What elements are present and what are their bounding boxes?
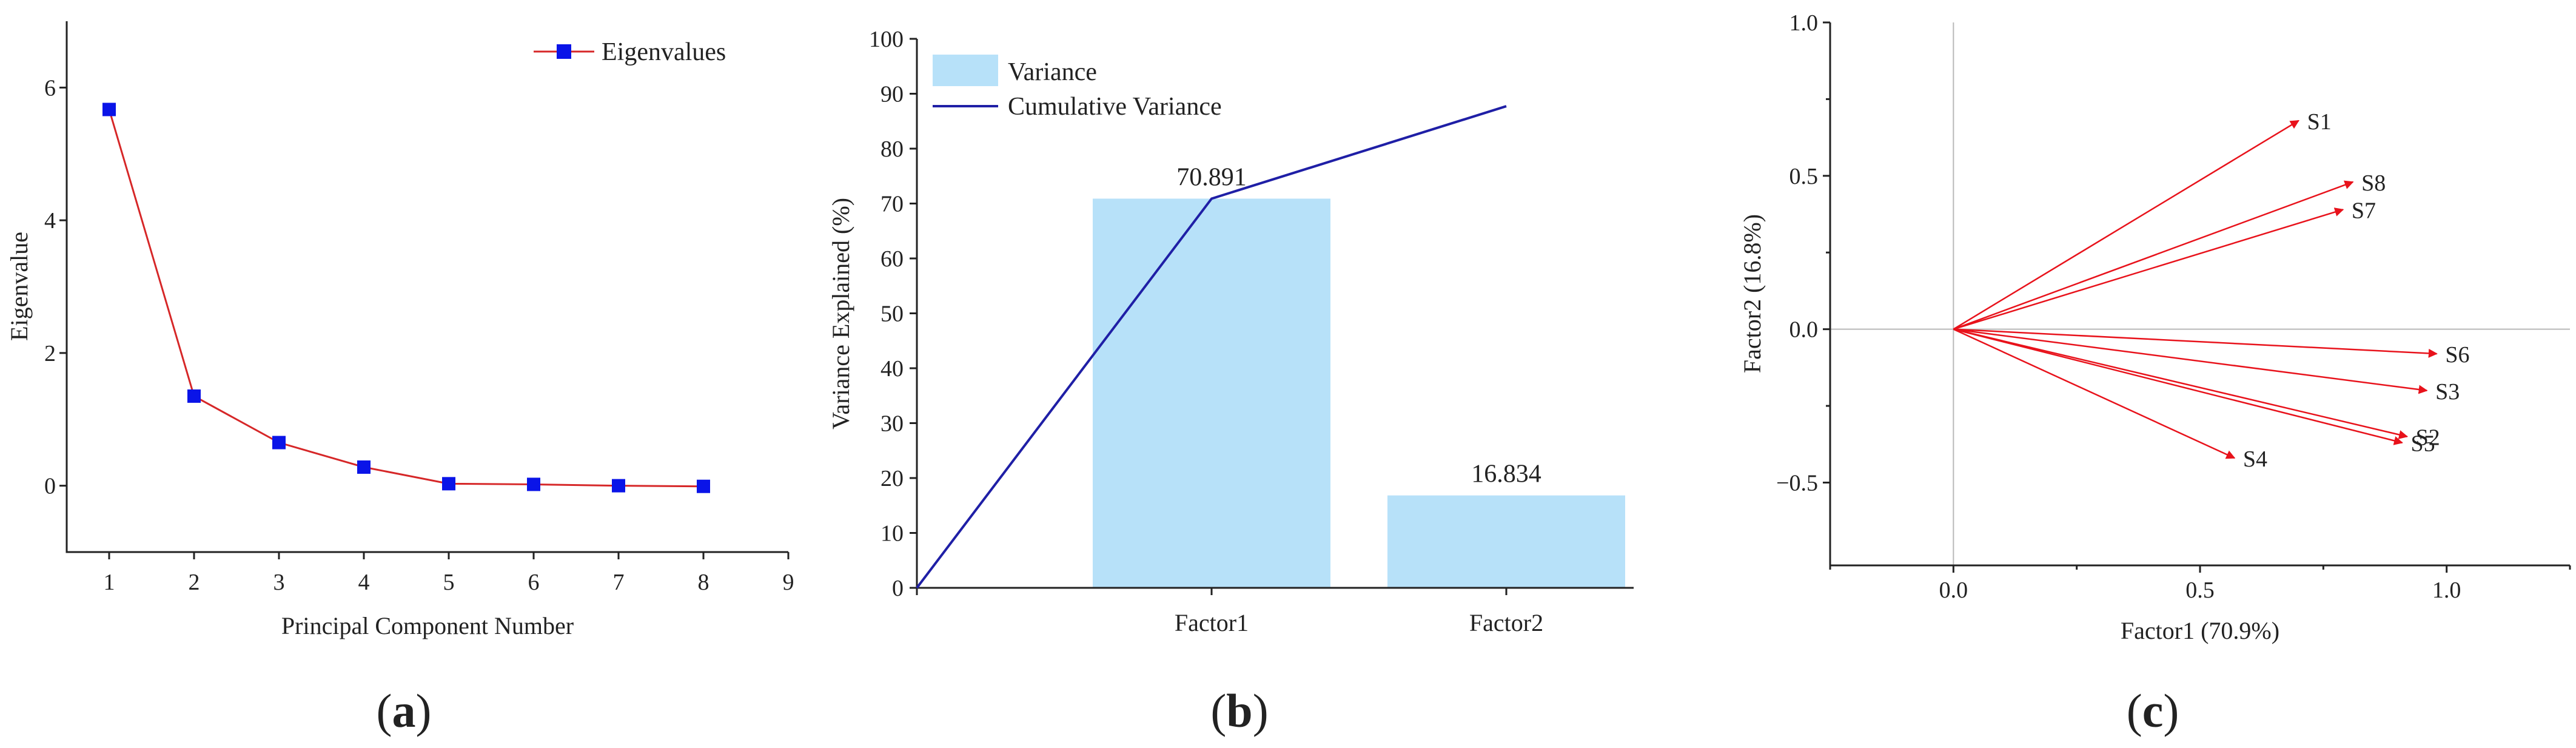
panel-a-label: (a) [377,684,432,737]
loading-vector-s1 [1953,120,2299,330]
category-label: Factor2 [1469,609,1543,636]
panel-c-label: (c) [2127,684,2179,737]
vector-label-s1: S1 [2307,109,2332,135]
vector-label-s3: S3 [2435,379,2460,405]
eigenvalue-point [187,389,201,403]
loading-vector-s7 [1953,207,2344,330]
variance-bar [1093,198,1330,588]
legend-swatch-variance [933,55,998,86]
bar-value-label: 16.834 [1471,460,1541,488]
loading-vector-s3 [1953,328,2428,394]
y-tick-label: 20 [880,466,904,491]
x-tick-label: 0.0 [1939,578,1968,603]
eigenvalue-point [272,436,286,450]
vector-label-s5: S5 [2410,431,2435,457]
y-tick-label: 70 [880,192,904,217]
loading-vector-s6 [1953,328,2438,358]
panel-c-frame [1829,22,2570,567]
y-tick-label: 0 [44,474,56,499]
y-tick-label: 50 [880,302,904,327]
loading-vector-s5 [1953,328,2403,445]
panel-b-label: (b) [1210,684,1268,737]
x-tick-label: 3 [273,570,285,595]
y-tick-label: 60 [880,246,904,272]
loading-vector-s8 [1953,180,2354,330]
bar-value-label: 70.891 [1176,163,1247,191]
panel-c-x-axis-title: Factor1 (70.9%) [2121,617,2279,644]
vector-label-s4: S4 [2243,446,2267,472]
eigenvalue-point [357,460,371,474]
eigenvalue-point [527,477,540,491]
variance-bar [1387,495,1625,588]
eigenvalue-point [612,479,625,493]
legend-label-variance: Variance [1008,58,1097,86]
panel-c-loading-plot: 0.0 0.5 1.0−0.50.00.51.0 S1S8S7S6S3S2S5S4 … [1739,10,2571,737]
y-tick-label: 10 [880,521,904,547]
eigenvalue-line [108,109,704,488]
y-tick-label: −0.5 [1776,470,1818,496]
panel-b-variance-chart: 0 10 20 30 40 50 60 70 80 90 100 Factor1 Factor2 70.… [827,27,1634,737]
y-tick-label: 40 [880,356,904,382]
x-tick-label: 1 [104,570,115,595]
loading-vector-s4 [1953,328,2236,459]
y-tick-label: 90 [880,82,904,107]
vector-label-s8: S8 [2361,170,2386,196]
panel-a-scree-plot: 1 2 3 4 5 6 7 8 9 0 2 4 6 Eigenvalues Principal Comp… [5,21,794,737]
x-tick-label: 8 [698,570,709,595]
y-tick-label: 0 [892,576,904,601]
loading-vector-s2 [1953,328,2409,439]
y-tick-label: 2 [44,341,56,366]
eigenvalue-point [102,103,116,116]
x-tick-label: 0.5 [2185,578,2215,603]
x-tick-label: 2 [189,570,200,595]
y-tick-label: 4 [44,208,56,234]
x-tick-label: 7 [613,570,625,595]
vector-label-s6: S6 [2445,342,2469,368]
legend-label-cumulative-variance: Cumulative Variance [1008,93,1222,121]
panel-a-y-axis-title: Eigenvalue [5,232,33,341]
panel-c-y-axis-title: Factor2 (16.8%) [1739,214,1766,373]
x-tick-label: 6 [528,570,540,595]
x-tick-label: 1.0 [2432,578,2461,603]
y-tick-label: 100 [869,27,904,52]
panel-b-y-axis-title: Variance Explained (%) [827,198,854,430]
x-tick-label: 4 [358,570,370,595]
panel-a-frame [65,21,788,553]
y-tick-label: 0.5 [1789,164,1819,189]
x-tick-label: 9 [783,570,794,595]
legend-label-eigenvalues: Eigenvalues [602,38,726,66]
panel-a-x-axis-title: Principal Component Number [281,612,574,639]
cumulative-variance-line [916,105,1507,589]
y-tick-label: 1.0 [1789,10,1819,36]
y-tick-label: 6 [44,75,56,101]
y-tick-label: 0.0 [1789,317,1819,343]
y-tick-label: 30 [880,411,904,437]
vector-label-s7: S7 [2352,198,2376,223]
eigenvalue-point [697,479,710,493]
eigenvalue-point [442,477,455,491]
legend-marker-eigenvalues [557,44,571,59]
category-label: Factor1 [1175,609,1249,636]
x-tick-label: 5 [443,570,455,595]
y-tick-label: 80 [880,136,904,162]
vector-label-s2: S2 [2416,425,2440,451]
